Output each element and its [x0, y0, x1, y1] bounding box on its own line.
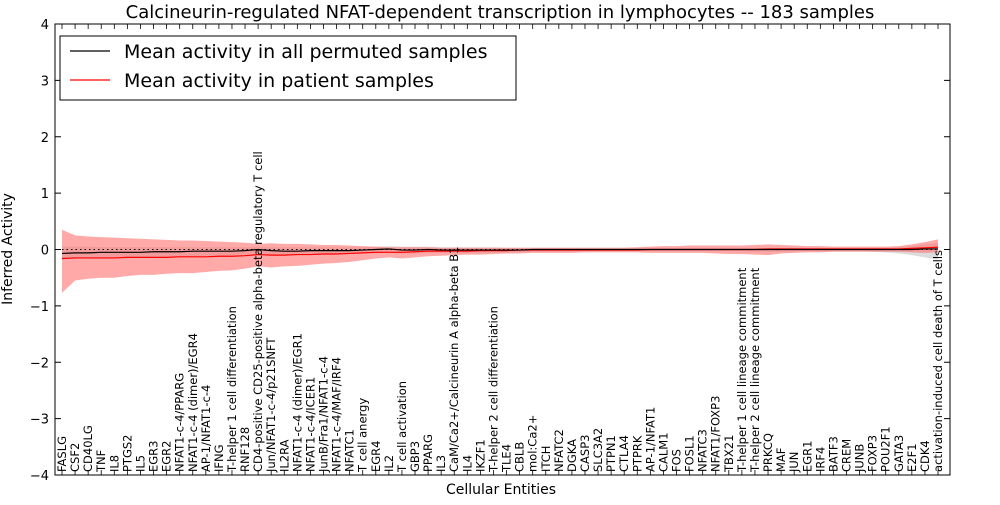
- x-tick-label: PTPRK: [630, 435, 644, 472]
- y-tick-label: 4: [41, 18, 49, 33]
- axes-layer: −4 −3 −2 −1 0 1 2 3 4: [30, 18, 951, 484]
- x-tick-label: BATF3: [826, 436, 840, 472]
- y-tick-label: 2: [41, 131, 49, 146]
- y-tick-label: 1: [41, 187, 49, 202]
- x-tick-label: T cell anergy: [356, 398, 370, 473]
- x-tick-label: NFAT1-c-4 (dimer)/EGR4: [186, 333, 200, 472]
- x-tick-label: AP-1/NFAT1-c-4: [199, 385, 213, 472]
- x-tick-label: CREM: [839, 439, 853, 472]
- x-tick-label: NFATC3: [696, 429, 710, 472]
- x-tick-label: NFAT1-c-4/PPARG: [173, 373, 187, 472]
- y-tick-label: 3: [41, 74, 49, 89]
- x-tick-label: EGR4: [369, 441, 383, 473]
- x-tick-label: NFAT1-c-4/ICER1: [303, 377, 317, 472]
- x-tick-label: NFAT1-c-4 (dimer)/EGR1: [290, 333, 304, 472]
- x-tick-label: T-helper 1 cell lineage commitment: [735, 267, 749, 473]
- lines-layer: [61, 246, 939, 260]
- x-tick-label: POU2F1: [879, 426, 893, 472]
- x-tick-label: JunB/Fra1/NFAT1-c-4: [316, 356, 330, 473]
- x-tick-label: JUNB: [853, 444, 867, 473]
- y-axis-title: Inferred Activity: [0, 193, 16, 305]
- x-tick-label: IL8: [107, 455, 121, 472]
- x-tick-label: activation-induced cell death of T cells: [931, 250, 945, 472]
- x-tick-label: IL3: [434, 455, 448, 472]
- series-line-0: [61, 248, 938, 255]
- x-tick-label: IL2: [382, 455, 396, 472]
- x-tick-label: PTPN1: [604, 435, 618, 472]
- x-tick-label: PPARG: [421, 434, 435, 472]
- y-tick-label: −1: [30, 300, 49, 315]
- x-tick-label: NFATC2: [552, 429, 566, 472]
- x-tick-label: CD40LG: [81, 425, 95, 472]
- x-tick-label: E2F1: [905, 443, 919, 472]
- x-tick-label: MAF: [774, 448, 788, 472]
- x-tick-label: EGR1: [800, 441, 814, 473]
- bands-layer: [62, 229, 938, 293]
- x-tick-label: IL4: [460, 455, 474, 472]
- legend: Mean activity in all permuted samples Me…: [59, 35, 517, 101]
- x-tick-label: mol:Ca2+: [526, 415, 540, 472]
- band-series-1: [62, 229, 938, 293]
- x-tick-label: CD4-positive CD25-positive alpha-beta re…: [251, 151, 265, 472]
- x-axis-title: Cellular Entities: [446, 482, 556, 498]
- x-tick-label: NFAT1/FOXP3: [709, 396, 723, 472]
- x-tick-label: NFATC1: [343, 429, 357, 472]
- x-tick-label: T cell activation: [395, 381, 409, 473]
- x-tick-label: GATA3: [892, 435, 906, 472]
- x-tick-label: CBLB: [513, 442, 527, 472]
- x-tick-label: JUN: [787, 452, 801, 473]
- x-tick-label: IL2RA: [277, 439, 291, 472]
- x-tick-label: GBP3: [408, 441, 422, 472]
- x-tick-label: IL5: [133, 455, 147, 472]
- legend-label-patient: Mean activity in patient samples: [124, 70, 434, 92]
- x-tick-label: CDK4: [918, 440, 932, 472]
- y-tick-label: −3: [30, 413, 49, 428]
- x-tick-label: EGR3: [147, 441, 161, 473]
- x-tick-label: DGKA: [565, 439, 579, 472]
- x-tick-label: TNF: [94, 450, 108, 473]
- x-tick-label: CTLA4: [617, 435, 631, 472]
- x-tick-label: RNF128: [238, 427, 252, 472]
- x-tick-label: T-helper 1 cell differentiation: [225, 306, 239, 473]
- x-tick-label: ITCH: [539, 446, 553, 472]
- x-tick-label: EGR2: [160, 441, 174, 473]
- x-tick-label: T-helper 2 cell lineage commitment: [748, 267, 762, 473]
- x-tick-label: FOXP3: [866, 435, 880, 472]
- y-tick-label: 0: [41, 244, 49, 259]
- x-tick-label: T-helper 2 cell differentiation: [486, 306, 500, 473]
- x-tick-label: CSF2: [68, 443, 82, 472]
- x-tick-label: IKZF1: [473, 439, 487, 472]
- legend-box: [59, 35, 517, 101]
- x-tick-label: CASP3: [578, 435, 592, 472]
- y-tick-label: −2: [30, 356, 49, 371]
- chart-title: Calcineurin-regulated NFAT-dependent tra…: [126, 2, 875, 23]
- x-tick-label: CaM/Ca2+/Calcineurin A alpha-beta B1: [447, 247, 461, 472]
- legend-label-permuted: Mean activity in all permuted samples: [124, 41, 487, 63]
- x-tick-label: SLC3A2: [591, 428, 605, 472]
- x-tick-label: Jun/NFAT1-c-4/p21SNFT: [264, 337, 278, 473]
- x-tick-label: FOS: [670, 449, 684, 472]
- x-tick-label: NFAT1-c-4/MAF/IRF4: [330, 357, 344, 472]
- x-tick-label: TLE4: [500, 444, 514, 473]
- x-tick-label: AP-1/NFAT1: [643, 407, 657, 472]
- x-tick-labels-layer: FASLG CSF2 CD40LG TNF IL8 PTGS2 IL5 EGR3 EGR2 NFA…: [55, 151, 945, 473]
- x-tick-label: PRKCQ: [761, 433, 775, 472]
- x-tick-label: IRF4: [813, 447, 827, 472]
- y-tick-label: −4: [30, 469, 49, 484]
- x-tick-label: PTGS2: [120, 435, 134, 473]
- x-tick-label: FOSL1: [683, 435, 697, 472]
- x-tick-label: IFNG: [212, 444, 226, 472]
- x-tick-label: CALM1: [656, 432, 670, 472]
- x-tick-label: FASLG: [55, 436, 69, 472]
- x-tick-label: TBX21: [722, 435, 736, 473]
